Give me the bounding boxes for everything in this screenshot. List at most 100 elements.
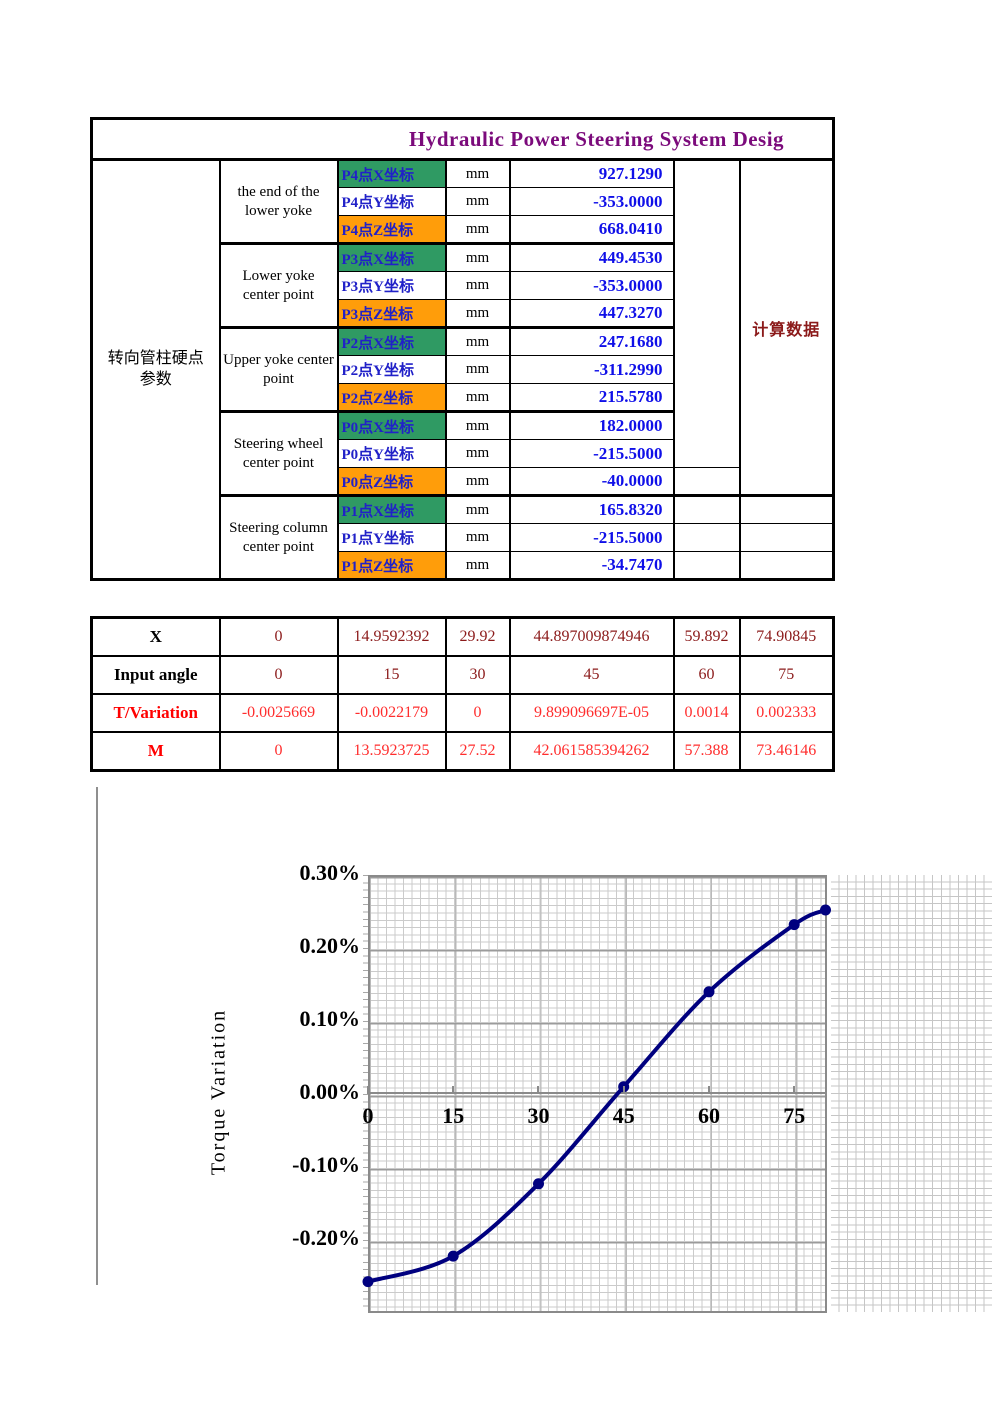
value-cell[interactable]: -34.7470 (508, 551, 675, 580)
value-cell[interactable]: 449.4530 (508, 242, 675, 272)
unit-cell[interactable]: mm (444, 383, 511, 412)
row-label-cell[interactable]: M (90, 731, 221, 772)
value-cell[interactable]: 447.3270 (508, 299, 675, 328)
data-value-cell[interactable]: 0 (218, 616, 339, 657)
data-point-marker (788, 919, 800, 931)
point-label-cell[interactable]: P4点Y坐标 (336, 187, 447, 216)
spacer-cell[interactable] (672, 494, 741, 524)
data-value-cell[interactable]: 0 (218, 655, 339, 695)
row-label-cell[interactable]: T/Variation (90, 693, 221, 733)
data-value-cell[interactable]: 0.002333 (738, 693, 835, 733)
value-cell[interactable]: -353.0000 (508, 187, 675, 216)
point-label-cell[interactable]: P2点Z坐标 (336, 383, 447, 412)
value-cell[interactable]: 182.0000 (508, 410, 675, 440)
point-label-cell[interactable]: P0点Z坐标 (336, 467, 447, 496)
data-value-cell[interactable]: 74.90845 (738, 616, 835, 657)
spacer-cell[interactable] (672, 551, 741, 580)
point-label-cell[interactable]: P1点Y坐标 (336, 523, 447, 552)
data-value-cell[interactable]: 45 (508, 655, 675, 695)
value-cell[interactable]: 215.5780 (508, 383, 675, 412)
point-label-cell[interactable]: P2点Y坐标 (336, 355, 447, 384)
unit-cell[interactable]: mm (444, 355, 511, 384)
x-axis-tick (452, 1086, 455, 1094)
point-label-cell[interactable]: P4点Z坐标 (336, 215, 447, 244)
y-tick-label: -0.20% (292, 1225, 360, 1250)
calc-data-cell[interactable]: 计算数据 (738, 158, 835, 496)
spacer-cell[interactable] (672, 158, 741, 468)
data-value-cell[interactable]: 13.5923725 (336, 731, 447, 772)
data-value-cell[interactable]: 60 (672, 655, 741, 695)
row-label-cell[interactable]: Input angle (90, 655, 221, 695)
unit-cell[interactable]: mm (444, 523, 511, 552)
y-tick-label: 0.00% (299, 1079, 361, 1104)
data-value-cell[interactable]: 29.92 (444, 616, 511, 657)
value-cell[interactable]: 247.1680 (508, 326, 675, 356)
data-value-cell[interactable]: 0 (444, 693, 511, 733)
spacer-cell[interactable] (672, 467, 741, 496)
sheet-title-cell[interactable]: Hydraulic Power Steering System Desig (90, 118, 835, 161)
data-value-cell[interactable]: 73.46146 (738, 731, 835, 772)
plot-area (368, 875, 827, 1313)
unit-cell[interactable]: mm (444, 439, 511, 468)
spacer-cell[interactable] (738, 494, 835, 524)
unit-cell[interactable]: mm (444, 494, 511, 524)
unit-cell[interactable]: mm (444, 271, 511, 300)
data-value-cell[interactable]: 42.061585394262 (508, 731, 675, 772)
y-tick-label: 0.30% (299, 860, 361, 885)
value-cell[interactable]: 668.0410 (508, 215, 675, 244)
group-name-cell[interactable]: Steering column center point (218, 494, 339, 580)
point-label-cell[interactable]: P1点X坐标 (336, 494, 447, 524)
data-value-cell[interactable]: -0.0025669 (218, 693, 339, 733)
data-value-cell[interactable]: 0.0014 (672, 693, 741, 733)
point-label-cell[interactable]: P3点Y坐标 (336, 271, 447, 300)
point-label-cell[interactable]: P0点Y坐标 (336, 439, 447, 468)
data-value-cell[interactable]: 75 (738, 655, 835, 695)
group-name-cell[interactable]: the end of the lower yoke (218, 158, 339, 244)
side-header-cell[interactable]: 转向管柱硬点参数 (90, 158, 221, 580)
value-cell[interactable]: -215.5000 (508, 439, 675, 468)
spacer-cell[interactable] (672, 523, 741, 552)
point-label-cell[interactable]: P0点X坐标 (336, 410, 447, 440)
group-name-cell[interactable]: Upper yoke center point (218, 326, 339, 412)
data-value-cell[interactable]: 15 (336, 655, 447, 695)
unit-cell[interactable]: mm (444, 467, 511, 496)
point-label-cell[interactable]: P4点X坐标 (336, 158, 447, 188)
unit-cell[interactable]: mm (444, 410, 511, 440)
group-name-cell[interactable]: Steering wheel center point (218, 410, 339, 496)
data-value-cell[interactable]: 9.899096697E-05 (508, 693, 675, 733)
unit-cell[interactable]: mm (444, 299, 511, 328)
row-label-cell[interactable]: X (90, 616, 221, 657)
value-cell[interactable]: -353.0000 (508, 271, 675, 300)
data-value-cell[interactable]: 44.897009874946 (508, 616, 675, 657)
data-value-cell[interactable]: 0 (218, 731, 339, 772)
data-value-cell[interactable]: 30 (444, 655, 511, 695)
data-value-cell[interactable]: 59.892 (672, 616, 741, 657)
data-value-cell[interactable]: 27.52 (444, 731, 511, 772)
y-axis-minor-ticks (363, 875, 368, 1313)
data-value-cell[interactable]: -0.0022179 (336, 693, 447, 733)
unit-cell[interactable]: mm (444, 326, 511, 356)
unit-cell[interactable]: mm (444, 551, 511, 580)
group-name-cell[interactable]: Lower yoke center point (218, 242, 339, 328)
value-cell[interactable]: -215.5000 (508, 523, 675, 552)
point-label-cell[interactable]: P3点Z坐标 (336, 299, 447, 328)
point-label-cell[interactable]: P2点X坐标 (336, 326, 447, 356)
data-row: T/Variation -0.0025669 -0.0022179 0 9.899096… (90, 693, 835, 733)
unit-cell[interactable]: mm (444, 187, 511, 216)
unit-cell[interactable]: mm (444, 242, 511, 272)
data-value-cell[interactable]: 14.9592392 (336, 616, 447, 657)
value-cell[interactable]: 927.1290 (508, 158, 675, 188)
data-point-marker (533, 1178, 544, 1190)
x-axis-tick (367, 1086, 369, 1094)
spacer-cell[interactable] (738, 523, 835, 552)
data-value-cell[interactable]: 57.388 (672, 731, 741, 772)
spacer-cell[interactable] (738, 551, 835, 580)
unit-cell[interactable]: mm (444, 215, 511, 244)
value-cell[interactable]: 165.8320 (508, 494, 675, 524)
point-label-cell[interactable]: P3点X坐标 (336, 242, 447, 272)
value-cell[interactable]: -311.2990 (508, 355, 675, 384)
value-cell[interactable]: -40.0000 (508, 467, 675, 496)
unit-cell[interactable]: mm (444, 158, 511, 188)
point-label-cell[interactable]: P1点Z坐标 (336, 551, 447, 580)
hardpoint-row: P0点Y坐标 mm -215.5000 (92, 439, 834, 468)
